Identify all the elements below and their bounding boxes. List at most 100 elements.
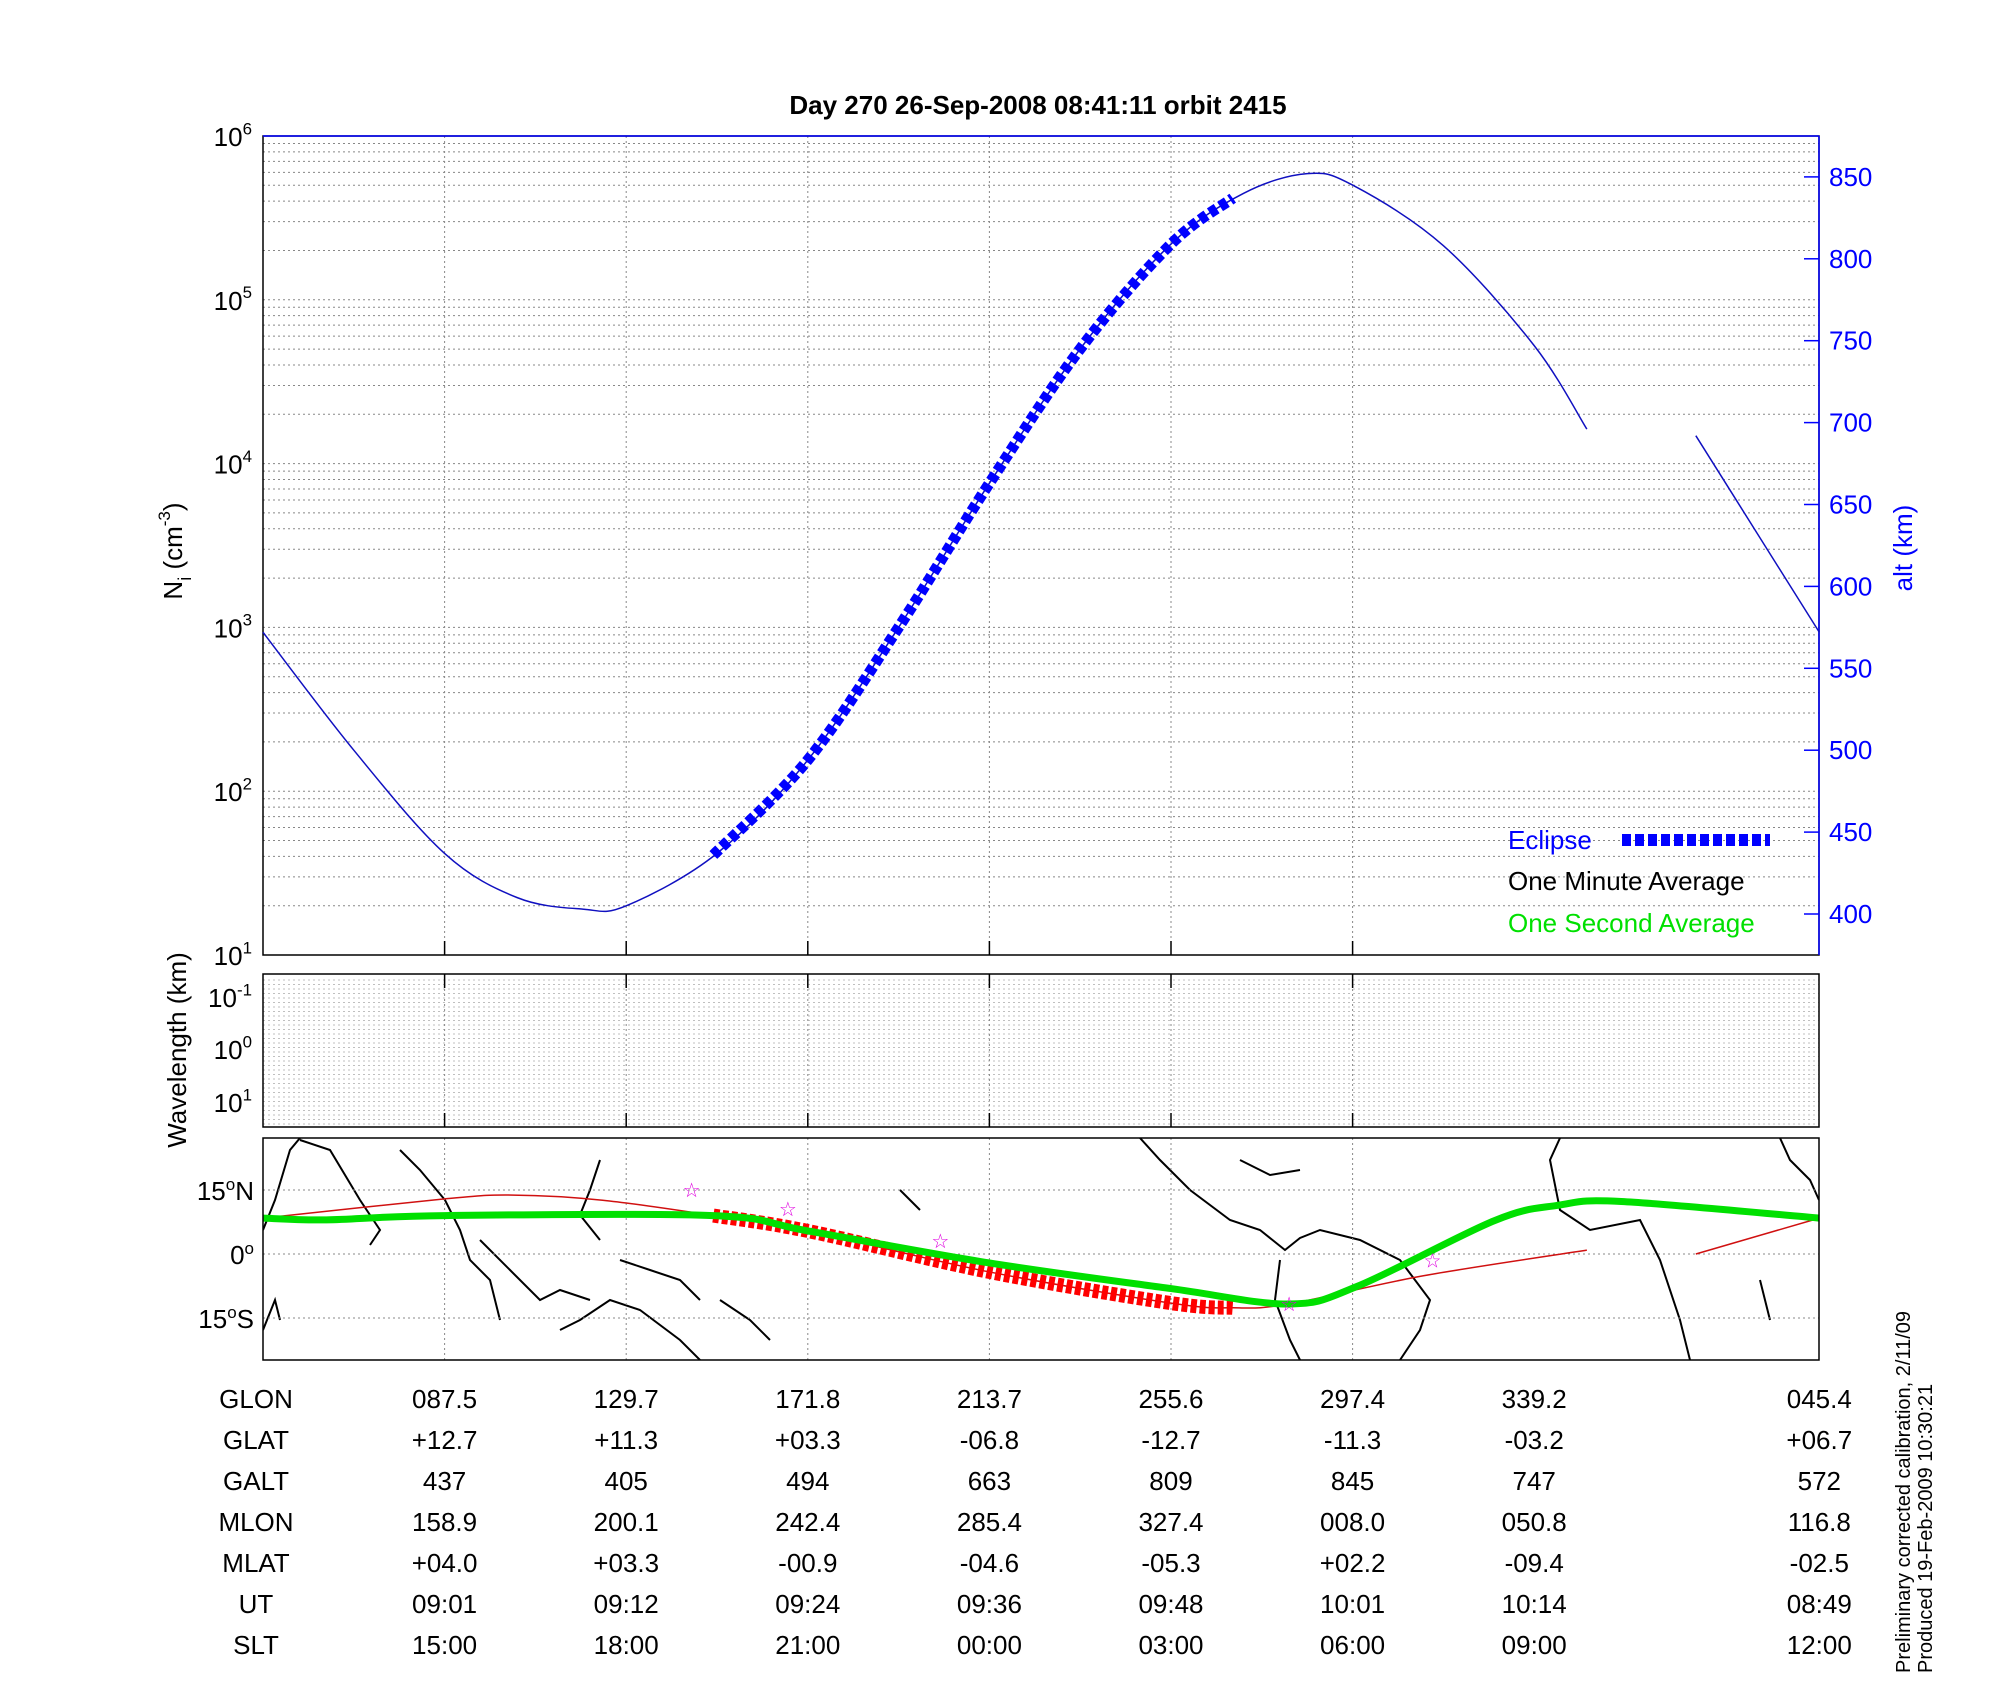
plot-frame [262, 1137, 1820, 1361]
right-tick-label: 650 [1829, 490, 1872, 520]
table-cell: 12:00 [1787, 1630, 1852, 1660]
table-cell: 050.8 [1502, 1507, 1567, 1537]
right-tick-label: 450 [1829, 817, 1872, 847]
table-cell: 09:01 [412, 1589, 477, 1619]
y-tick-label: 104 [214, 447, 252, 480]
table-cell: 129.7 [594, 1384, 659, 1414]
table-cell: 09:48 [1138, 1589, 1203, 1619]
density-panel: 101 102 103 104 105 106 400 450 500 550 600 650 700 7… [155, 119, 1918, 971]
star-marker-icon: ☆ [1280, 1294, 1298, 1316]
table-cell: 09:12 [594, 1589, 659, 1619]
table-cell: 045.4 [1787, 1384, 1852, 1414]
map-panel: 15oN 0o 15oS ☆ ☆ ☆ ☆ ☆ [197, 1137, 1820, 1361]
lat-tick-label: 0o [230, 1239, 254, 1270]
legend-eclipse-label: Eclipse [1508, 825, 1592, 855]
table-cell: 285.4 [957, 1507, 1022, 1537]
star-marker-icon: ☆ [931, 1231, 949, 1253]
table-cell: 242.4 [775, 1507, 840, 1537]
row-label-glat: GLAT [223, 1425, 289, 1455]
table-cell: 663 [968, 1466, 1011, 1496]
table-cell: 15:00 [412, 1630, 477, 1660]
row-label-glon: GLON [219, 1384, 293, 1414]
right-tick-label: 400 [1829, 899, 1872, 929]
table-cell: 213.7 [957, 1384, 1022, 1414]
table-cell: 200.1 [594, 1507, 659, 1537]
table-cell: 747 [1513, 1466, 1556, 1496]
table-cell: -09.4 [1505, 1548, 1564, 1578]
table-cell: 10:14 [1502, 1589, 1567, 1619]
y-tick-label: 10-1 [208, 980, 252, 1013]
legend-minute-label: One Minute Average [1508, 866, 1745, 896]
table-cell: 08:49 [1787, 1589, 1852, 1619]
table-cell: -12.7 [1141, 1425, 1200, 1455]
row-label-galt: GALT [223, 1466, 289, 1496]
y-tick-label: 102 [214, 775, 252, 808]
row-label-mlon: MLON [218, 1507, 293, 1537]
star-marker-icon: ☆ [683, 1180, 701, 1202]
table-cell: 03:00 [1138, 1630, 1203, 1660]
y-tick-label: 101 [214, 1085, 252, 1118]
row-label-mlat: MLAT [222, 1548, 290, 1578]
legend-second-label: One Second Average [1508, 908, 1755, 938]
right-tick-label: 700 [1829, 408, 1872, 438]
eclipse-line [709, 193, 1237, 859]
footer-calibration: Preliminary corrected calibration, 2/11/… [1893, 1311, 1915, 1673]
lat-tick-label: 15oN [197, 1175, 254, 1206]
table-cell: 297.4 [1320, 1384, 1385, 1414]
y-axis-label: Wavelength (km) [162, 952, 192, 1148]
table-cell: +11.3 [594, 1425, 658, 1455]
table-cell: 21:00 [775, 1630, 840, 1660]
table-cell: +12.7 [412, 1425, 478, 1455]
table-cell: 494 [786, 1466, 829, 1496]
table-cell: 339.2 [1502, 1384, 1567, 1414]
magnetic-track-line [262, 1197, 1820, 1308]
row-label-ut: UT [239, 1589, 274, 1619]
table-cell: 255.6 [1138, 1384, 1203, 1414]
altitude-line [1695, 435, 1820, 633]
table-cell: 809 [1149, 1466, 1192, 1496]
table-cell: 09:00 [1502, 1630, 1567, 1660]
y-tick-label: 101 [214, 938, 252, 971]
table-cell: 008.0 [1320, 1507, 1385, 1537]
table-cell: 09:24 [775, 1589, 840, 1619]
wavelength-panel: 10-1 100 101 Wavelength (km) [162, 952, 1820, 1148]
table-cell: +02.2 [1320, 1548, 1386, 1578]
table-cell: -00.9 [778, 1548, 837, 1578]
table-cell: 087.5 [412, 1384, 477, 1414]
table-cell: 171.8 [775, 1384, 840, 1414]
right-tick-label: 800 [1829, 244, 1872, 274]
y-tick-label: 105 [214, 283, 252, 316]
coastline [263, 1138, 1819, 1360]
table-cell: 10:01 [1320, 1589, 1385, 1619]
table-cell: 06:00 [1320, 1630, 1385, 1660]
y-tick-label: 103 [214, 611, 252, 644]
table-cell: +03.3 [593, 1548, 659, 1578]
table-cell: 845 [1331, 1466, 1374, 1496]
row-label-slt: SLT [233, 1630, 279, 1660]
right-tick-label: 850 [1829, 162, 1872, 192]
plot-frame [262, 973, 1820, 1128]
right-tick-label: 750 [1829, 326, 1872, 356]
table-cell: 09:36 [957, 1589, 1022, 1619]
y-axis-label: Ni (cm-3) [155, 502, 195, 599]
lat-tick-label: 15oS [198, 1303, 254, 1334]
star-marker-icon: ☆ [779, 1199, 797, 1221]
eclipse-track-line [712, 1208, 1234, 1315]
table-cell: -06.8 [960, 1425, 1019, 1455]
table-cell: 158.9 [412, 1507, 477, 1537]
table-cell: 405 [605, 1466, 648, 1496]
ephemeris-table: GLON 087.5 129.7 171.8 213.7 255.6 297.4 339.2 0… [218, 1384, 1852, 1660]
y-tick-label: 106 [214, 119, 252, 152]
table-cell: -02.5 [1790, 1548, 1849, 1578]
table-cell: -11.3 [1324, 1425, 1381, 1455]
table-cell: +04.0 [412, 1548, 478, 1578]
right-axis-label: alt (km) [1888, 505, 1918, 592]
footer-produced: Produced 19-Feb-2009 10:30:21 [1915, 1384, 1937, 1673]
right-tick-label: 600 [1829, 571, 1872, 601]
chart-title: Day 270 26-Sep-2008 08:41:11 orbit 2415 [789, 90, 1286, 120]
table-cell: 18:00 [594, 1630, 659, 1660]
right-tick-label: 550 [1829, 653, 1872, 683]
table-cell: +06.7 [1786, 1425, 1852, 1455]
table-cell: -05.3 [1141, 1548, 1200, 1578]
